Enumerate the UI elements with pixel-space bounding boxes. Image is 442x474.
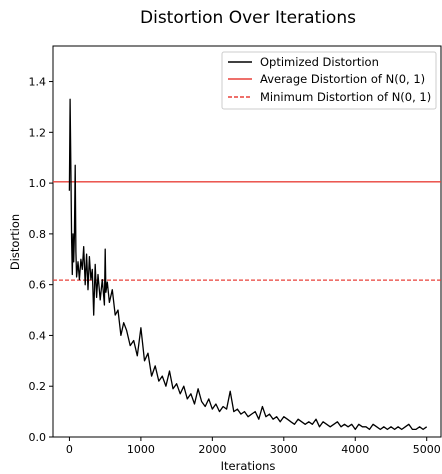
reference-lines [53,181,441,281]
legend-label-average: Average Distortion of N(0, 1) [260,72,425,86]
legend-box [221,51,437,110]
x-tick-label: 1000 [127,443,155,456]
y-tick-label: 0.2 [29,380,47,393]
y-tick-label: 0.8 [29,228,47,241]
x-tick-label: 0 [66,443,73,456]
y-tick-label: 0.4 [29,329,47,342]
y-tick-label: 0.0 [29,431,47,444]
legend-label-minimum: Minimum Distortion of N(0, 1) [260,90,431,104]
x-tick-label: 2000 [198,443,226,456]
y-tick-label: 1.2 [29,126,47,139]
y-axis-label: Distortion [8,214,22,270]
plot-area: 0.0 0.2 0.4 0.6 0.8 1.0 1.2 1.4 0 1000 2000 3000 40… [29,45,442,456]
x-tick-label: 3000 [270,443,298,456]
plot-frame [52,45,442,438]
optimized-distortion-line [68,98,428,431]
y-tick-label: 0.6 [29,279,47,292]
y-tick-label: 1.4 [29,76,47,89]
y-tick-label: 1.0 [29,177,47,190]
series-lines [68,98,428,431]
x-axis-label: Iterations [221,459,276,473]
x-tick-label: 4000 [341,443,369,456]
x-axis: 0 1000 2000 3000 4000 5000 [66,437,441,456]
y-axis: 0.0 0.2 0.4 0.6 0.8 1.0 1.2 1.4 [29,76,53,444]
chart-title: Distortion Over Iterations [140,8,356,28]
x-tick-label: 5000 [413,443,441,456]
legend: Optimized Distortion Average Distortion … [221,51,437,110]
legend-label-optimized: Optimized Distortion [260,55,379,69]
